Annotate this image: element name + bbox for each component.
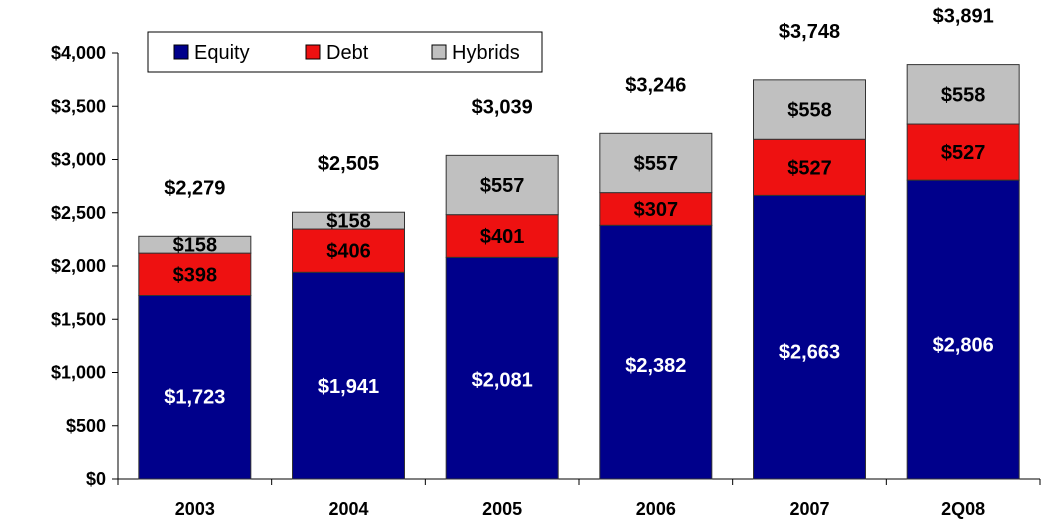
y-tick-label: $3,500 — [51, 96, 106, 116]
y-tick-label: $2,500 — [51, 203, 106, 223]
x-axis: 2003 2004 2005 2006 2007 2Q08 — [117, 478, 1041, 519]
legend-swatch-equity — [173, 44, 189, 60]
x-tick-label: 2Q08 — [941, 499, 985, 519]
data-label-debt: $401 — [480, 226, 525, 248]
data-label-hybrids: $557 — [634, 153, 679, 175]
data-label-equity: $2,382 — [625, 355, 686, 377]
data-label-equity: $1,723 — [164, 386, 225, 408]
bar-segment-hybrids — [292, 211, 405, 230]
bar-segment-hybrids — [906, 64, 1020, 125]
legend: Equity Debt Hybrids — [147, 31, 543, 73]
x-tick-label: 2007 — [789, 499, 829, 519]
x-tick-label: 2003 — [175, 499, 215, 519]
y-tick-label: $4,000 — [51, 43, 106, 63]
bar-segment-debt — [599, 192, 713, 226]
data-labels: $1,723 $398 $158 $2,279 $1,941 $406 $158 $2,505… — [164, 6, 994, 409]
bars — [138, 64, 1020, 480]
total-label: $2,505 — [318, 153, 379, 175]
data-label-debt: $406 — [326, 241, 371, 263]
total-label: $3,891 — [933, 6, 994, 28]
data-label-debt: $527 — [787, 157, 832, 179]
legend-label-debt: Debt — [326, 42, 369, 64]
data-label-equity: $1,941 — [318, 376, 379, 398]
y-tick-label: $2,000 — [51, 256, 106, 276]
bar-segment-hybrids — [138, 235, 252, 254]
data-label-hybrids: $158 — [326, 211, 371, 233]
legend-swatch-hybrids — [431, 44, 447, 60]
bar-segment-debt — [753, 138, 866, 196]
data-label-debt: $307 — [634, 199, 679, 221]
bar-segment-equity — [753, 194, 866, 480]
bar-segment-hybrids — [753, 79, 866, 140]
data-label-hybrids: $557 — [480, 175, 525, 197]
data-label-equity: $2,081 — [472, 369, 533, 391]
x-tick-label: 2004 — [328, 499, 368, 519]
data-label-hybrids: $558 — [941, 84, 986, 106]
bar-segment-hybrids — [445, 154, 559, 216]
data-label-debt: $398 — [173, 264, 218, 286]
y-tick-label: $3,000 — [51, 150, 106, 170]
total-label: $3,748 — [779, 21, 840, 43]
x-tick-label: 2006 — [636, 499, 676, 519]
bar-segment-equity — [599, 224, 713, 480]
x-tick-label: 2005 — [482, 499, 522, 519]
y-tick-label: $1,000 — [51, 363, 106, 383]
total-label: $3,246 — [625, 74, 686, 96]
y-axis: $0 $500 $1,000 $1,500 $2,000 $2,500 $3,000 $3,5… — [51, 43, 119, 489]
bar-segment-equity — [292, 271, 405, 480]
data-label-equity: $2,806 — [933, 335, 994, 357]
legend-swatch-debt — [305, 44, 321, 60]
total-label: $3,039 — [472, 96, 533, 118]
legend-label-hybrids: Hybrids — [452, 42, 520, 64]
legend-label-equity: Equity — [194, 42, 250, 64]
y-tick-label: $0 — [86, 469, 106, 489]
bar-segment-debt — [445, 214, 559, 258]
legend-box — [147, 31, 543, 73]
data-label-debt: $527 — [941, 142, 986, 164]
data-label-equity: $2,663 — [779, 341, 840, 363]
bar-segment-hybrids — [599, 132, 713, 194]
data-label-hybrids: $158 — [173, 235, 218, 257]
y-tick-label: $1,500 — [51, 309, 106, 329]
data-label-hybrids: $558 — [787, 100, 832, 122]
y-tick-label: $500 — [66, 416, 106, 436]
bar-segment-equity — [445, 256, 559, 480]
bar-segment-equity — [906, 179, 1020, 480]
total-label: $2,279 — [164, 177, 225, 199]
